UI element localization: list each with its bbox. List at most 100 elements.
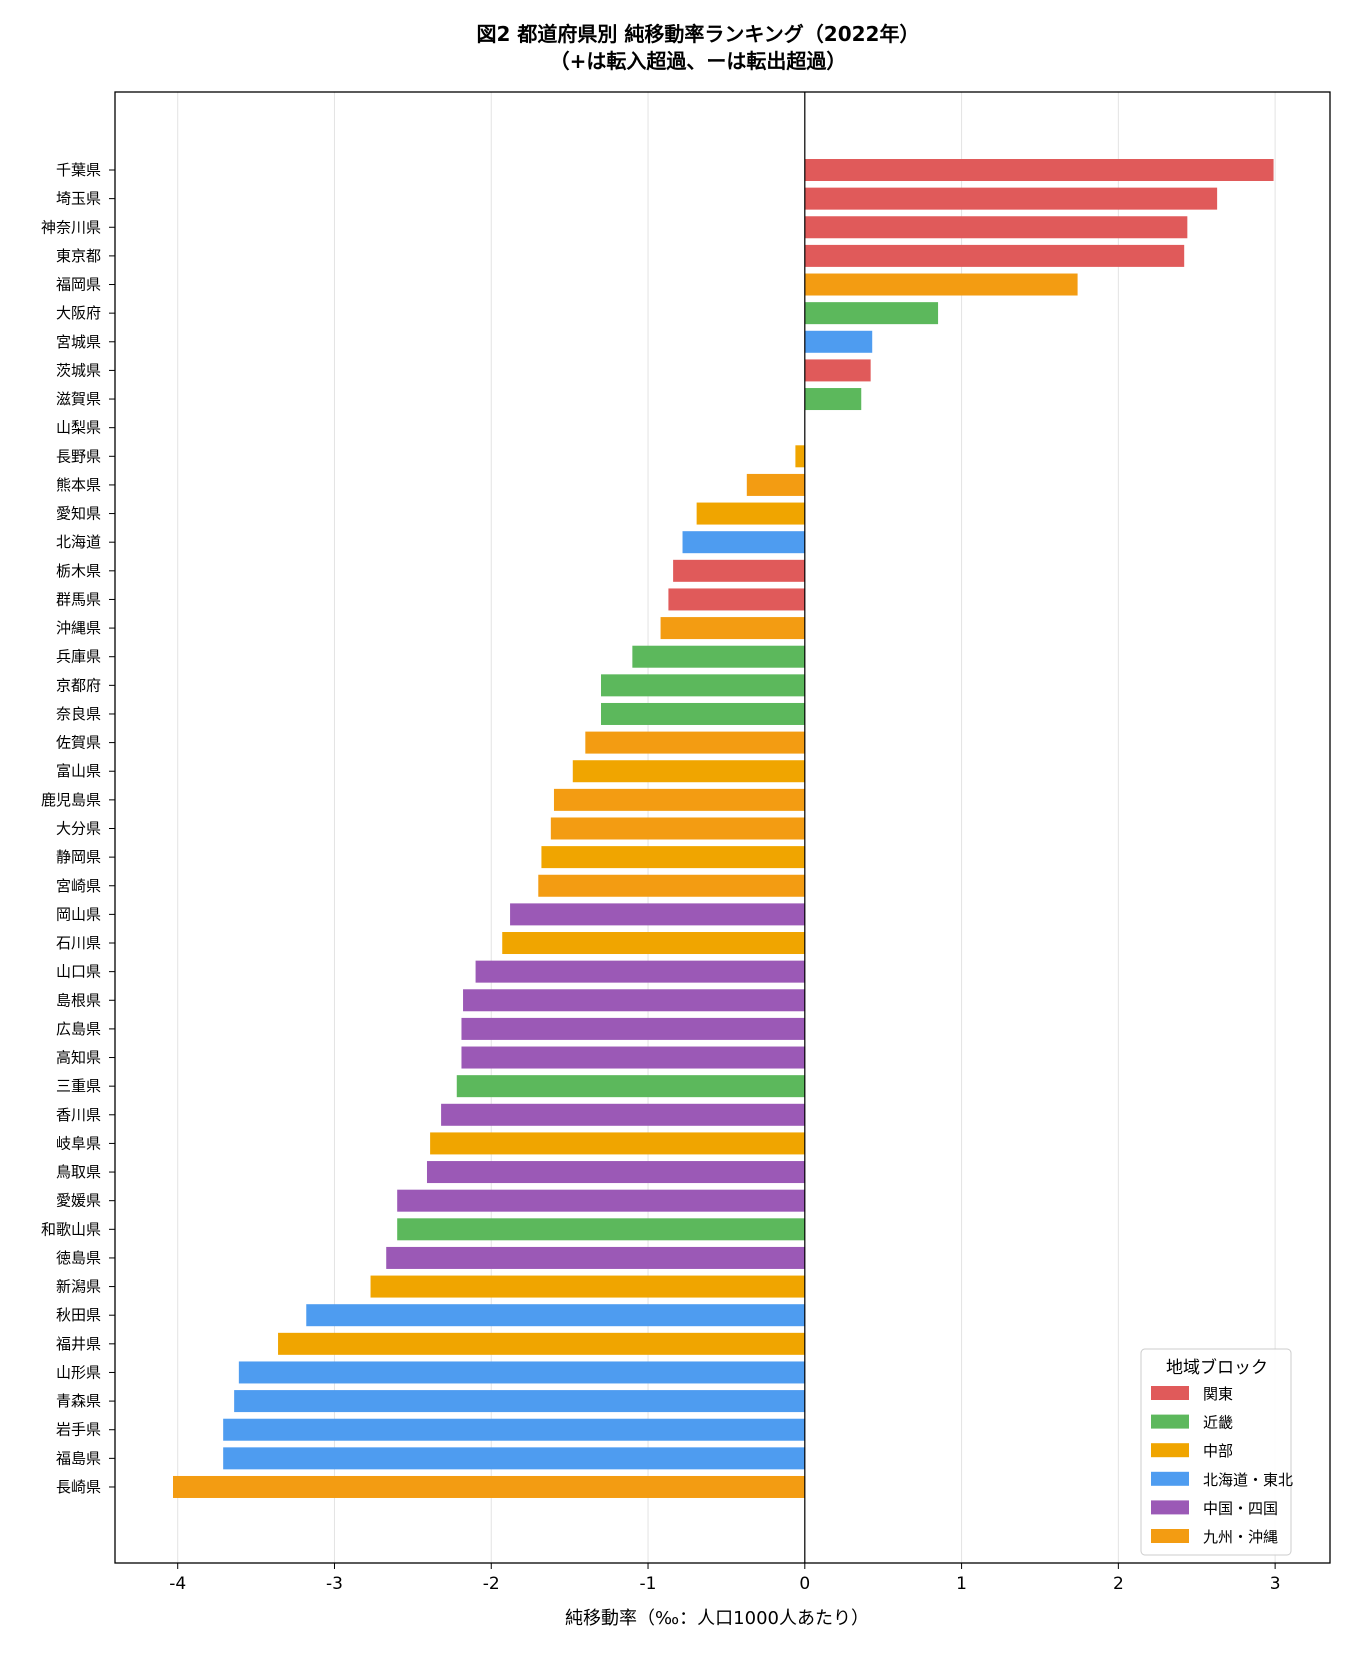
bar	[804, 359, 871, 382]
bar	[441, 1103, 805, 1126]
bar	[386, 1246, 805, 1269]
bar	[601, 702, 805, 725]
bar	[456, 1075, 805, 1098]
bar	[173, 1475, 805, 1498]
bar	[430, 1132, 805, 1155]
bar	[804, 159, 1274, 181]
bar	[278, 1332, 805, 1355]
bar	[475, 960, 805, 983]
bar	[502, 932, 805, 955]
bar	[804, 187, 1218, 210]
x-tick-label: -1	[640, 1574, 657, 1594]
bar	[804, 388, 862, 411]
legend-swatch	[1151, 1471, 1189, 1486]
y-tick-label: 和歌山県	[41, 1220, 101, 1238]
y-tick-label: 秋田県	[56, 1306, 101, 1324]
y-tick-label: 福岡県	[56, 276, 101, 294]
bar	[538, 874, 805, 897]
y-tick-label: 静岡県	[56, 848, 101, 866]
y-axis: 千葉県埼玉県神奈川県東京都福岡県大阪府宮城県茨城県滋賀県山梨県長野県熊本県愛知県…	[41, 161, 115, 1496]
y-tick-label: 埼玉県	[56, 190, 101, 208]
bar	[572, 760, 805, 783]
bar	[461, 1046, 805, 1069]
y-tick-label: 岡山県	[56, 905, 101, 923]
bar	[306, 1304, 805, 1327]
bar	[463, 989, 805, 1012]
bar	[510, 903, 805, 926]
y-tick-label: 長野県	[56, 447, 101, 465]
plot-frame	[114, 91, 1331, 1564]
bar	[804, 216, 1188, 239]
legend-label: 北海道・東北	[1203, 1471, 1293, 1489]
legend-swatch	[1151, 1414, 1189, 1429]
y-tick-label: 京都府	[56, 676, 101, 694]
y-tick-label: 奈良県	[56, 705, 101, 723]
chart-title: 図2 都道府県別 純移動率ランキング（2022年）	[477, 22, 920, 46]
y-tick-label: 徳島県	[56, 1249, 101, 1267]
bar	[746, 473, 805, 496]
bar	[223, 1447, 805, 1470]
x-axis-title: 純移動率（‰：人口1000人あたり）	[565, 1608, 869, 1629]
bar	[804, 244, 1185, 267]
y-tick-label: 三重県	[56, 1077, 101, 1095]
bar	[660, 617, 805, 640]
y-tick-label: 岩手県	[56, 1421, 101, 1439]
x-tick-label: 2	[1113, 1574, 1124, 1594]
x-tick-label: 1	[956, 1574, 967, 1594]
y-tick-label: 兵庫県	[56, 648, 101, 666]
bar	[541, 846, 805, 869]
y-tick-label: 高知県	[56, 1049, 101, 1067]
bar	[804, 330, 873, 353]
y-tick-label: 沖縄県	[56, 619, 101, 637]
x-tick-label: -4	[169, 1574, 186, 1594]
bar	[682, 531, 805, 554]
bar	[585, 731, 805, 754]
x-tick-label: 3	[1270, 1574, 1281, 1594]
bar	[223, 1418, 805, 1441]
bar-layer	[173, 159, 1274, 1498]
y-tick-label: 大阪府	[56, 304, 101, 322]
y-tick-label: 滋賀県	[56, 390, 101, 408]
bar	[397, 1218, 805, 1241]
bar	[804, 273, 1078, 296]
legend-label: 九州・沖縄	[1203, 1528, 1278, 1546]
y-tick-label: 神奈川県	[41, 218, 101, 236]
bar	[238, 1361, 805, 1384]
bar	[553, 788, 805, 811]
y-tick-label: 北海道	[56, 533, 101, 551]
legend-label: 近畿	[1203, 1414, 1233, 1432]
y-tick-label: 富山県	[56, 762, 101, 780]
bar	[370, 1275, 805, 1298]
y-tick-label: 茨城県	[56, 361, 101, 379]
legend-label: 関東	[1203, 1385, 1233, 1403]
y-tick-label: 山梨県	[56, 419, 101, 437]
legend-title: 地域ブロック	[1166, 1357, 1268, 1378]
y-tick-label: 栃木県	[56, 562, 101, 580]
y-tick-label: 佐賀県	[56, 734, 101, 752]
legend-label: 中国・四国	[1203, 1499, 1278, 1517]
x-tick-label: -3	[326, 1574, 343, 1594]
bar	[632, 645, 805, 668]
y-tick-label: 宮城県	[56, 333, 101, 351]
y-tick-label: 岐阜県	[56, 1134, 101, 1152]
y-tick-label: 香川県	[56, 1106, 101, 1124]
legend-label: 中部	[1203, 1442, 1233, 1460]
legend-swatch	[1151, 1500, 1189, 1515]
y-tick-label: 愛媛県	[56, 1192, 101, 1210]
y-tick-label: 石川県	[56, 934, 101, 952]
y-tick-label: 宮崎県	[56, 877, 101, 895]
bar	[426, 1161, 805, 1184]
y-tick-label: 青森県	[56, 1392, 101, 1410]
bar	[668, 588, 805, 611]
y-tick-label: 千葉県	[56, 161, 101, 179]
x-axis: -4 -3 -2 -1 0 1 2 3	[169, 1563, 1281, 1594]
y-tick-label: 愛知県	[56, 505, 101, 523]
bar	[461, 1017, 805, 1040]
y-tick-label: 東京都	[56, 247, 101, 265]
bar	[804, 302, 939, 325]
y-tick-label: 鹿児島県	[41, 791, 101, 809]
y-tick-label: 長崎県	[56, 1478, 101, 1496]
y-tick-label: 大分県	[56, 819, 101, 837]
